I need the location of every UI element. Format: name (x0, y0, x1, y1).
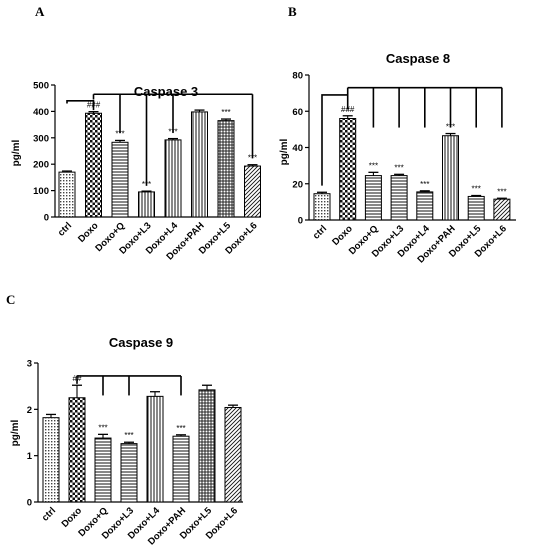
y-tick-label: 400 (33, 107, 49, 118)
bar (68, 397, 86, 503)
y-axis-label-a: pg/ml (11, 139, 22, 166)
y-tick-label: 0 (44, 213, 49, 224)
bar (390, 175, 408, 221)
y-axis-label-b: pg/ml (279, 138, 290, 165)
significance-label: *** (497, 187, 506, 196)
category-label: ctrl (40, 505, 58, 523)
y-tick-label: 200 (33, 160, 49, 171)
plot-area-b: 020406080ctrl###Doxo***Doxo+Q***Doxo+L3*… (292, 71, 516, 266)
bar (138, 191, 155, 218)
bar (313, 193, 331, 221)
bar (224, 406, 242, 503)
bar (198, 389, 216, 503)
significance-label: *** (124, 431, 133, 440)
bar (111, 141, 129, 218)
chart-title-c: Caspase 9 (109, 335, 173, 350)
bar (364, 175, 382, 221)
y-tick-label: 40 (292, 143, 303, 154)
category-label: ctrl (56, 220, 74, 238)
bar (146, 395, 164, 503)
bracket-ctrl-doxo (321, 94, 349, 186)
y-tick-label: 60 (292, 107, 303, 118)
plot-area-a: 0100200300400500ctrl###Doxo***Doxo+Q***D… (33, 81, 261, 263)
bar (172, 435, 190, 503)
significance-label: *** (221, 108, 230, 117)
bar (42, 417, 60, 503)
category-label: ctrl (311, 223, 329, 241)
significance-label: *** (369, 161, 378, 170)
bar (58, 171, 76, 218)
y-tick-label: 20 (292, 179, 303, 190)
y-tick-label: 100 (33, 186, 49, 197)
bar (416, 191, 434, 221)
significance-label: *** (420, 180, 429, 189)
category-label: Doxo (76, 220, 101, 245)
panel-letter-a: A (35, 4, 45, 19)
panel-c: C Caspase 9 pg/ml 0123ctrl##Doxo***Doxo+… (6, 292, 243, 548)
significance-label: *** (115, 129, 124, 138)
bar (244, 165, 261, 218)
plot-area-c: 0123ctrl##Doxo***Doxo+Q***Doxo+L3Doxo+L4… (27, 359, 243, 548)
y-tick-label: 1 (27, 451, 33, 462)
bar (493, 198, 511, 221)
panel-b: B Caspase 8 pg/ml 020406080ctrl###Doxo**… (279, 4, 516, 266)
significance-label: *** (472, 185, 481, 194)
bar (217, 120, 235, 218)
panel-a: A Caspase 3 pg/ml 0100200300400500ctrl##… (11, 4, 261, 263)
y-tick-label: 500 (33, 81, 49, 92)
bar (94, 437, 112, 503)
y-axis-label-c: pg/ml (10, 419, 21, 446)
significance-label: *** (394, 163, 403, 172)
y-tick-label: 300 (33, 133, 49, 144)
chart-title-b: Caspase 8 (386, 51, 450, 66)
significance-label: *** (176, 424, 185, 433)
bar (339, 118, 357, 221)
bar (164, 139, 182, 218)
y-tick-label: 3 (27, 359, 32, 370)
bar (120, 443, 138, 503)
panel-letter-b: B (288, 4, 297, 19)
y-tick-label: 2 (27, 405, 32, 416)
panel-letter-c: C (6, 292, 15, 307)
bar (85, 112, 102, 218)
significance-label: *** (98, 423, 107, 432)
bar (442, 135, 459, 221)
y-tick-label: 0 (27, 498, 32, 509)
y-tick-label: 0 (298, 216, 303, 227)
bar (467, 195, 485, 221)
y-tick-label: 80 (292, 71, 303, 82)
chart-title-a: Caspase 3 (134, 84, 198, 99)
bar (191, 111, 208, 218)
bracket-ctrl-doxo (66, 100, 95, 111)
